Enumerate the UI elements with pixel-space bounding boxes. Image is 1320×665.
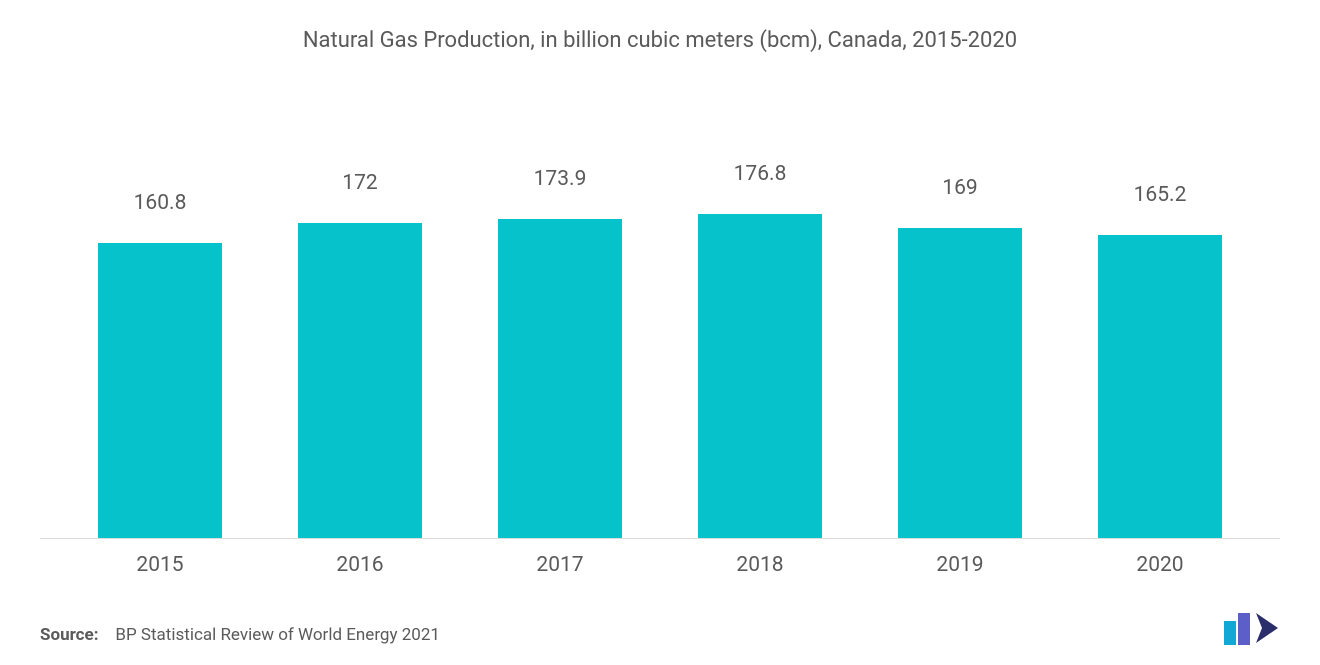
bar — [98, 243, 222, 538]
bar — [298, 223, 422, 538]
x-axis-label: 2015 — [60, 553, 260, 577]
bar-column: 176.8 — [660, 133, 860, 538]
x-axis-label: 2016 — [260, 553, 460, 577]
bar-value-label: 173.9 — [460, 167, 660, 191]
chart-container: Natural Gas Production, in billion cubic… — [0, 0, 1320, 665]
brand-logo-icon — [1222, 611, 1280, 645]
bar-value-label: 165.2 — [1060, 183, 1260, 207]
bar-value-label: 169 — [860, 176, 1060, 200]
bar — [698, 214, 822, 538]
x-axis-label: 2017 — [460, 553, 660, 577]
plot-area: 160.8172173.9176.8169165.2 — [40, 63, 1280, 539]
source-line: Source: BP Statistical Review of World E… — [40, 625, 440, 645]
chart-footer: Source: BP Statistical Review of World E… — [40, 577, 1280, 645]
bar-column: 172 — [260, 133, 460, 538]
chart-title: Natural Gas Production, in billion cubic… — [40, 28, 1280, 53]
bar-column: 165.2 — [1060, 133, 1260, 538]
bar — [1098, 235, 1222, 538]
x-axis-label: 2020 — [1060, 553, 1260, 577]
bar-value-label: 160.8 — [60, 191, 260, 215]
x-axis-label: 2018 — [660, 553, 860, 577]
bar-value-label: 172 — [260, 171, 460, 195]
source-label: Source: — [40, 625, 98, 645]
bar-column: 173.9 — [460, 133, 660, 538]
bar-column: 169 — [860, 133, 1060, 538]
bar — [898, 228, 1022, 538]
x-axis-labels: 201520162017201820192020 — [40, 539, 1280, 577]
source-text: BP Statistical Review of World Energy 20… — [115, 625, 440, 645]
bar-column: 160.8 — [60, 133, 260, 538]
bar-value-label: 176.8 — [660, 162, 860, 186]
bar — [498, 219, 622, 538]
x-axis-label: 2019 — [860, 553, 1060, 577]
